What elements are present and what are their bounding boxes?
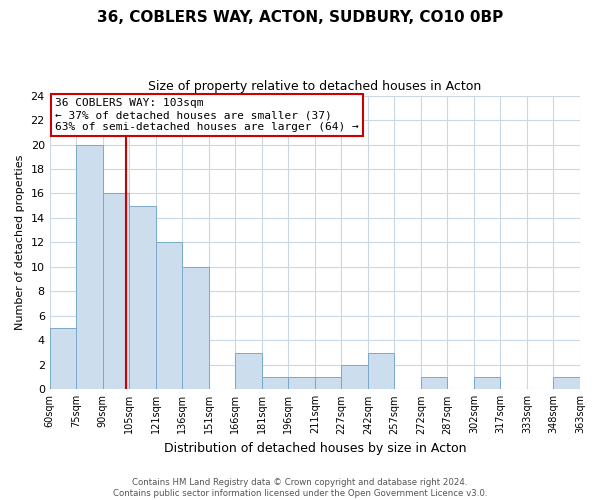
Bar — [289, 377, 315, 390]
Bar — [156, 242, 182, 390]
Text: 36, COBLERS WAY, ACTON, SUDBURY, CO10 0BP: 36, COBLERS WAY, ACTON, SUDBURY, CO10 0B… — [97, 10, 503, 25]
Bar — [341, 365, 368, 390]
Bar — [368, 352, 394, 390]
Text: Contains HM Land Registry data © Crown copyright and database right 2024.
Contai: Contains HM Land Registry data © Crown c… — [113, 478, 487, 498]
Bar — [129, 206, 156, 390]
Bar — [76, 144, 103, 390]
Bar — [50, 328, 76, 390]
Bar — [262, 377, 289, 390]
Y-axis label: Number of detached properties: Number of detached properties — [15, 154, 25, 330]
Bar — [182, 267, 209, 390]
Bar — [553, 377, 580, 390]
Bar — [421, 377, 448, 390]
Text: 36 COBLERS WAY: 103sqm
← 37% of detached houses are smaller (37)
63% of semi-det: 36 COBLERS WAY: 103sqm ← 37% of detached… — [55, 98, 359, 132]
Title: Size of property relative to detached houses in Acton: Size of property relative to detached ho… — [148, 80, 481, 93]
Bar — [315, 377, 341, 390]
X-axis label: Distribution of detached houses by size in Acton: Distribution of detached houses by size … — [164, 442, 466, 455]
Bar — [103, 194, 129, 390]
Bar — [474, 377, 500, 390]
Bar — [235, 352, 262, 390]
